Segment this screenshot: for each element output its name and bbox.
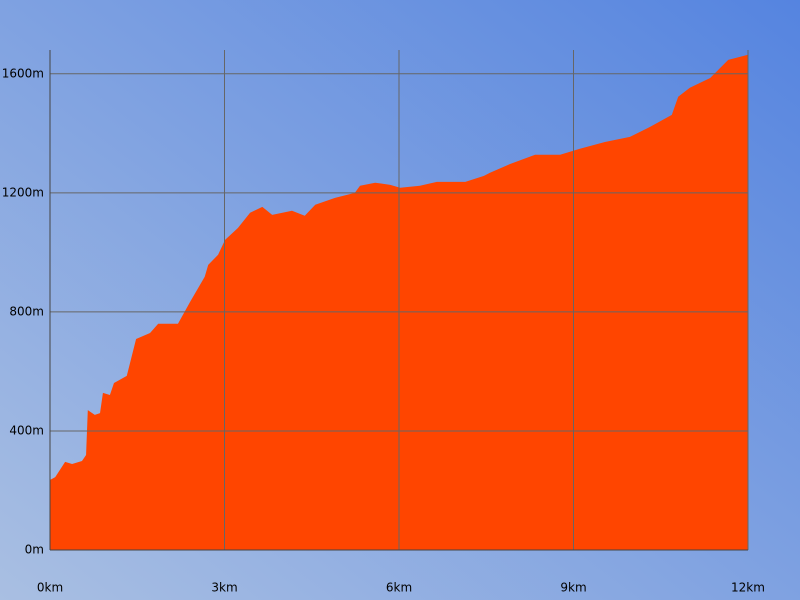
x-tick-label: 6km bbox=[386, 581, 412, 595]
y-tick-label: 1600m bbox=[2, 66, 44, 80]
x-tick-label: 9km bbox=[560, 581, 586, 595]
x-tick-label: 0km bbox=[37, 581, 63, 595]
y-tick-label: 400m bbox=[9, 423, 44, 437]
x-tick-label: 12km bbox=[731, 581, 765, 595]
plot-area: 0m 400m 800m 1200m 1600m 0km 3km 6km 9km 12km bbox=[2, 50, 765, 595]
y-tick-label: 0m bbox=[25, 543, 44, 557]
x-tick-label: 3km bbox=[211, 581, 237, 595]
y-tick-label: 800m bbox=[9, 304, 44, 318]
y-tick-label: 1200m bbox=[2, 185, 44, 199]
